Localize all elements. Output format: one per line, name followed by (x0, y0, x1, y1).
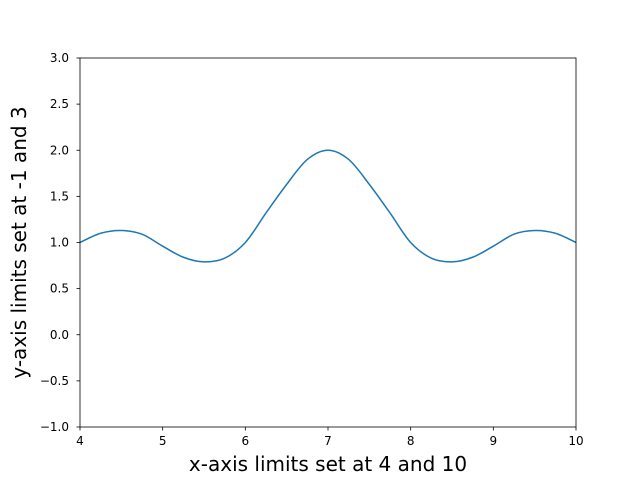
x-axis-ticks: 4 5 6 7 8 9 10 (76, 427, 584, 448)
x-tick-label: 9 (490, 434, 498, 448)
x-tick-label: 10 (568, 434, 583, 448)
y-tick-label: −1.0 (40, 420, 69, 434)
y-tick-label: −0.5 (40, 374, 69, 388)
x-axis-label: x-axis limits set at 4 and 10 (189, 452, 467, 476)
y-tick-label: 0.0 (50, 328, 69, 342)
data-series-line (79, 149, 577, 263)
x-tick-label: 6 (242, 434, 250, 448)
x-tick-label: 7 (324, 434, 332, 448)
y-tick-label: 1.0 (50, 236, 69, 250)
y-tick-label: 1.5 (50, 189, 69, 203)
y-axis-label: y-axis limits set at -1 and 3 (7, 106, 31, 378)
x-tick-label: 5 (159, 434, 167, 448)
y-tick-label: 3.0 (50, 51, 69, 65)
x-tick-label: 8 (407, 434, 415, 448)
y-tick-label: 0.5 (50, 282, 69, 296)
plot-frame (79, 57, 577, 428)
plot-area (80, 58, 576, 427)
x-tick-label: 4 (76, 434, 84, 448)
y-tick-label: 2.0 (50, 143, 69, 157)
y-tick-label: 2.5 (50, 97, 69, 111)
y-axis-ticks: −1.0 −0.5 0.0 0.5 1.0 1.5 2.0 2.5 3.0 (40, 51, 80, 434)
